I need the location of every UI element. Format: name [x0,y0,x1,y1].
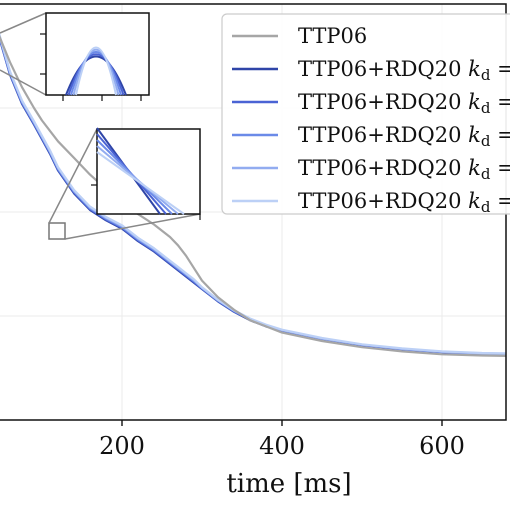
legend-label: TTP06+RDQ20 kd = [298,90,510,117]
legend: TTP06 TTP06+RDQ20 kd = TTP06+RDQ20 kd = TTP… [221,13,510,216]
legend-label: TTP06+RDQ20 kd = [298,189,510,216]
inset-downstroke-curve [96,151,185,215]
x-tick-label: 600 [419,432,465,460]
x-tick-label: 400 [259,432,305,460]
inset-downstroke-connector-left [48,128,98,224]
x-axis: 200 400 600 [99,420,465,460]
inset-downstroke-curves [96,127,185,215]
series-group [0,32,506,357]
inset-downstroke-frame [96,128,201,215]
inset-peak-curve [67,53,125,96]
inset-peak-curves [65,46,127,96]
inset-downstroke [48,127,201,240]
inset-peak [0,12,150,101]
inset-downstroke-connector-right [64,213,201,240]
inset-peak-connector-top [0,12,47,34]
legend-label: TTP06+RDQ20 kd = [298,57,510,84]
legend-box [221,13,510,215]
series-line [0,32,506,355]
x-axis-title: time [ms] [226,469,351,499]
inset-peak-curve [75,46,117,96]
zoom-region-box [48,222,66,240]
x-tick-label: 200 [99,432,145,460]
inset-peak-connector-bottom [0,69,47,96]
legend-label: TTP06+RDQ20 kd = [298,123,510,150]
series-line [0,35,506,357]
legend-label: TTP06+RDQ20 kd = [298,156,510,183]
inset-peak-curve [70,51,122,96]
inset-peak-curve [72,48,120,96]
inset-peak-curve [65,55,127,96]
legend-label: TTP06 [298,24,367,48]
